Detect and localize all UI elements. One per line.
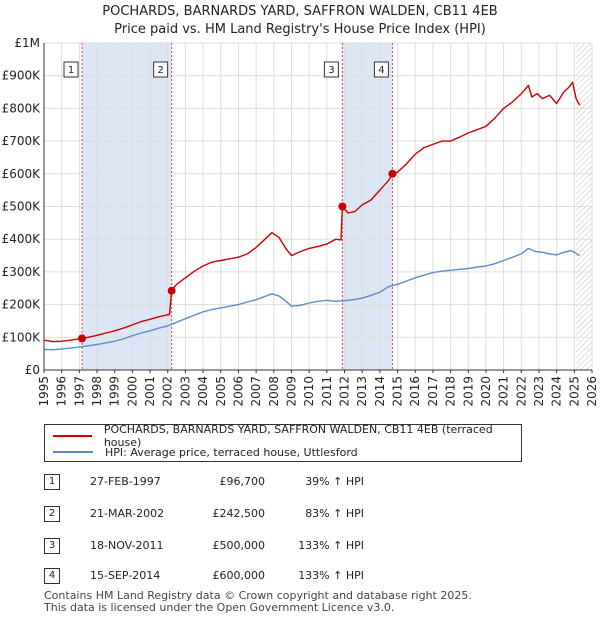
x-tick-label: 1999 <box>108 376 122 407</box>
x-tick-label: 2018 <box>444 376 458 407</box>
x-tick-label: 2023 <box>532 376 546 407</box>
legend-label-property: POCHARDS, BARNARDS YARD, SAFFRON WALDEN,… <box>103 423 493 449</box>
sale-point-marker <box>388 169 397 178</box>
chart-subtitle: Price paid vs. HM Land Registry's House … <box>114 22 486 37</box>
y-tick-label: £900K <box>2 69 42 83</box>
price-chart: £0 £100K £200K £300K £400K £500K £600K £700K £80… <box>2 36 599 407</box>
footer-line: This data is licensed under the Open Gov… <box>44 601 395 614</box>
y-tick-label: £0 <box>25 363 40 377</box>
x-tick-label: 2011 <box>320 376 334 407</box>
chart-legend: POCHARDS, BARNARDS YARD, SAFFRON WALDEN,… <box>44 423 522 462</box>
sale-row: 4 15-SEP-2014 £600,000 133% ↑ HPI <box>44 568 464 586</box>
y-tick-label: £600K <box>2 167 42 181</box>
chart-title: POCHARDS, BARNARDS YARD, SAFFRON WALDEN,… <box>102 4 498 19</box>
footer-line: Contains HM Land Registry data © Crown c… <box>44 589 472 602</box>
x-tick-label: 1996 <box>55 376 69 407</box>
y-tick-label: £200K <box>2 298 42 312</box>
x-tick-label: 2021 <box>497 376 511 407</box>
x-tick-label: 2016 <box>408 376 422 407</box>
x-tick-label: 2001 <box>143 376 157 407</box>
y-tick-label: £800K <box>2 101 42 115</box>
sale-label-box <box>373 61 389 78</box>
x-tick-label: 1998 <box>90 376 104 407</box>
sale-point-marker <box>167 286 176 295</box>
x-tick-label: 2015 <box>391 376 405 407</box>
sale-point-marker <box>78 334 87 343</box>
x-tick-label: 2019 <box>461 376 475 407</box>
sale-price: £500,000 <box>212 539 266 552</box>
y-tick-label: £500K <box>2 200 42 214</box>
x-tick-label: 2010 <box>302 376 316 407</box>
x-tick-label: 2022 <box>514 376 528 407</box>
x-tick-label: 2025 <box>567 376 581 407</box>
x-tick-label: 2012 <box>338 376 352 407</box>
sale-date: 18-NOV-2011 <box>90 539 164 552</box>
sale-label-box <box>323 61 339 78</box>
sale-label-number: 2 <box>157 65 163 76</box>
x-tick-label: 2006 <box>231 376 245 407</box>
x-tick-label: 2005 <box>214 376 228 407</box>
y-tick-label: £300K <box>2 265 42 279</box>
sale-label-box <box>153 61 169 78</box>
y-tick-label: £400K <box>2 232 42 246</box>
legend-swatch-hpi <box>53 451 93 453</box>
sale-row: 2 21-MAR-2002 £242,500 83% ↑ HPI <box>44 506 464 524</box>
legend-item-property: POCHARDS, BARNARDS YARD, SAFFRON WALDEN,… <box>53 423 521 449</box>
sale-row: 1 27-FEB-1997 £96,700 39% ↑ HPI <box>44 474 464 492</box>
sale-price: £96,700 <box>219 475 266 488</box>
sale-price: £600,000 <box>212 569 266 582</box>
sale-date: 15-SEP-2014 <box>90 569 161 582</box>
x-tick-label: 2002 <box>161 376 175 407</box>
sale-label-number: 3 <box>328 65 334 76</box>
x-tick-label: 2000 <box>125 376 139 407</box>
property-series-line <box>43 81 581 343</box>
hpi-series-line <box>43 247 580 351</box>
x-tick-label: 2009 <box>284 376 298 407</box>
sale-number-badge: 1 <box>44 474 60 490</box>
sale-point-marker <box>338 202 347 211</box>
y-tick-label: £700K <box>2 134 42 148</box>
x-tick-label: 2003 <box>178 376 192 407</box>
sale-hpi-change: 133% ↑ HPI <box>298 569 364 582</box>
x-tick-label: 2026 <box>585 376 599 407</box>
sale-hpi-change: 83% ↑ HPI <box>305 507 364 520</box>
x-tick-label: 1995 <box>37 376 51 407</box>
x-tick-label: 2017 <box>426 376 440 407</box>
y-tick-label: £100K <box>2 330 42 344</box>
x-tick-label: 2007 <box>249 376 263 407</box>
sale-number-badge: 2 <box>44 506 60 522</box>
sale-label-number: 1 <box>68 65 74 76</box>
sale-date: 27-FEB-1997 <box>90 475 161 488</box>
x-tick-label: 1997 <box>72 376 86 407</box>
x-tick-label: 2008 <box>267 376 281 407</box>
y-tick-label: £1M <box>14 36 40 50</box>
sale-hpi-change: 133% ↑ HPI <box>298 539 364 552</box>
x-tick-label: 2013 <box>355 376 369 407</box>
footer-notice: Contains HM Land Registry data © Crown c… <box>44 590 472 614</box>
sale-hpi-change: 39% ↑ HPI <box>305 475 364 488</box>
sale-row: 3 18-NOV-2011 £500,000 133% ↑ HPI <box>44 538 464 556</box>
legend-label-hpi: HPI: Average price, terraced house, Uttl… <box>105 445 358 459</box>
sale-label-box <box>63 61 79 78</box>
sale-number-badge: 4 <box>44 568 60 584</box>
x-tick-label: 2004 <box>196 376 210 407</box>
sale-label-number: 4 <box>378 65 384 76</box>
sale-price: £242,500 <box>212 507 266 520</box>
x-tick-label: 2020 <box>479 376 493 407</box>
x-tick-label: 2024 <box>550 376 564 407</box>
sale-date: 21-MAR-2002 <box>90 507 165 520</box>
sale-number-badge: 3 <box>44 538 60 554</box>
legend-item-hpi: HPI: Average price, terraced house, Uttl… <box>53 444 358 460</box>
legend-swatch-property <box>53 435 92 437</box>
x-tick-label: 2014 <box>373 376 387 407</box>
